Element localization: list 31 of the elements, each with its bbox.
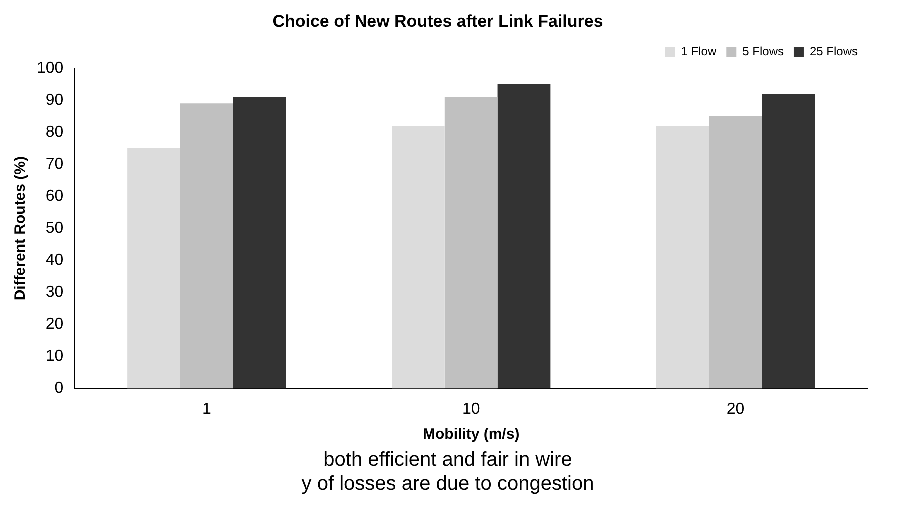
- legend-label: 25 Flows: [810, 44, 858, 59]
- y-tick-label: 80: [46, 124, 64, 141]
- x-tick-label: 1: [202, 400, 212, 418]
- text: both efficient and fair in wire: [322, 448, 574, 472]
- y-tick-label: 30: [46, 284, 64, 302]
- bar: [709, 116, 762, 389]
- y-tick-label: 40: [46, 252, 64, 270]
- bar: [180, 104, 234, 389]
- y-tick-label: 60: [46, 188, 64, 205]
- bar: [128, 148, 180, 389]
- y-tick-label: 10: [46, 348, 64, 366]
- bar: [762, 94, 816, 389]
- legend-label: 5 Flows: [742, 44, 784, 59]
- x-tick-label: 20: [726, 400, 745, 418]
- legend-label: 1 Flow: [681, 44, 717, 59]
- y-tick-label: 90: [46, 92, 64, 109]
- bar: [444, 97, 498, 389]
- bar: [656, 126, 710, 389]
- x-axis-title: Mobility (m/s): [423, 426, 520, 444]
- y-tick-label: 0: [54, 380, 64, 398]
- y-tick-label: 50: [46, 220, 64, 238]
- y-axis-title: Different Routes (%): [12, 156, 30, 301]
- text: y of losses are due to congestion: [300, 472, 596, 496]
- y-tick-label: 100: [36, 60, 64, 77]
- chart-title: Choice of New Routes after Link Failures: [272, 12, 604, 31]
- y-tick-label: 70: [46, 156, 64, 173]
- bar: [233, 97, 286, 389]
- y-tick-label: 20: [46, 316, 64, 334]
- bar: [498, 84, 551, 389]
- x-tick-label: 10: [462, 400, 480, 418]
- bar: [392, 126, 445, 389]
